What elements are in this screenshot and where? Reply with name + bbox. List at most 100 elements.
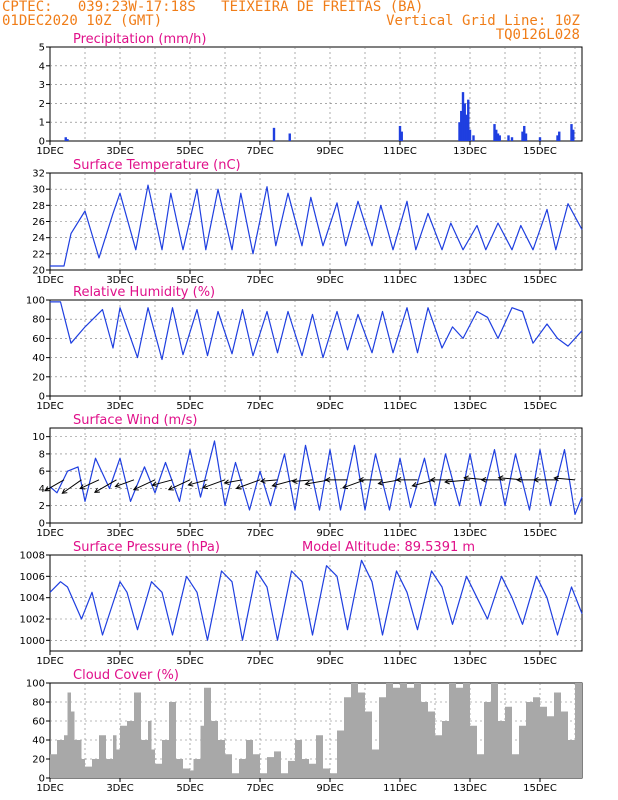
cloud-cover-bar [309, 763, 316, 778]
y-tick-label: 40 [32, 736, 45, 747]
precip-bar [510, 137, 514, 141]
x-tick-label: 11DEC [383, 656, 417, 667]
precip-bar [468, 129, 472, 141]
cloud-cover-bar [498, 721, 505, 778]
wind-vector-arrow [272, 479, 296, 487]
precip-bar [495, 129, 498, 141]
wind-vector-arrowhead [516, 476, 522, 483]
cloud-cover-bar [64, 735, 68, 778]
precip-bar [507, 135, 510, 141]
cloud-cover-bar [330, 773, 337, 778]
wind-series-line [49, 440, 583, 515]
y-tick-label: 0 [39, 137, 45, 148]
wind-vector-arrow [94, 479, 117, 493]
y-tick-label: 1 [39, 118, 45, 129]
wind-vector-arrow [378, 479, 401, 485]
cloud-cover-bar [449, 683, 456, 778]
cloud-cover-bar [526, 702, 533, 778]
cloud-cover-bar [120, 725, 127, 778]
precipitation-panel: 0 1 2 3 4 5 1DEC 3DEC 5DEC 7DEC 9DEC 11DEC 13DEC 15DE… [36, 32, 583, 157]
x-tick-label: 15DEC [523, 275, 557, 286]
precip-bar [398, 125, 402, 141]
y-tick-label: 3 [39, 80, 45, 91]
cloud-cover-bar [246, 740, 253, 778]
wind-vector-arrowhead [271, 482, 278, 488]
x-tick-label: 1DEC [36, 656, 63, 667]
cloud-cover-bar [92, 759, 99, 778]
cloud-cover-bar [442, 721, 449, 778]
precip-bar [272, 127, 276, 141]
wind-vector-arrowhead [553, 475, 560, 482]
x-tick-label: 13DEC [453, 275, 487, 286]
precip-bar [66, 139, 69, 141]
cloud-cover-bar [151, 749, 155, 778]
plot-frame [49, 427, 583, 524]
wind-vector-arrowhead [377, 480, 384, 486]
wind-vector-arrowhead [291, 478, 298, 485]
x-tick-label: 3DEC [106, 146, 133, 157]
cloud-cover-bar [260, 773, 267, 778]
wind-vector-arrow [260, 479, 278, 482]
cloud-cover-bar [106, 759, 113, 778]
pres-series-line [49, 559, 583, 641]
cloud-cover-bar [81, 759, 85, 778]
cloud-cover-bar [141, 740, 148, 778]
cloud-cover-bar [253, 754, 260, 778]
x-tick-label: 5DEC [176, 528, 203, 539]
cloud-cover-bar [67, 692, 71, 778]
y-tick-label: 26 [32, 217, 45, 228]
wind-vector-arrow [445, 479, 471, 483]
wind-vector-arrow [62, 479, 82, 494]
y-tick-label: 1000 [20, 636, 45, 647]
x-tick-label: 13DEC [453, 146, 487, 157]
x-tick-label: 5DEC [176, 656, 203, 667]
pres-title: Surface Pressure (hPa) [73, 540, 220, 555]
y-tick-label: 6 [39, 467, 45, 478]
wind-vector-arrow [115, 479, 135, 488]
y-tick-label: 20 [32, 755, 45, 766]
wind-vector-arrow [79, 479, 100, 490]
cloud-cover-bar [85, 766, 92, 778]
temperature-panel: 20 22 24 26 28 30 32 1DEC 3DEC 5DEC 7DEC 9DEC 11DEC 1… [32, 158, 583, 286]
precip-bar [64, 137, 67, 141]
precip-bar [572, 129, 575, 141]
cloud-cover-bar [428, 711, 435, 778]
y-tick-label: 20 [32, 372, 45, 383]
y-tick-label: 80 [32, 315, 45, 326]
precip-bar [461, 92, 465, 141]
precip-bar [460, 110, 463, 141]
x-tick-label: 3DEC [106, 401, 133, 412]
precip-bar [521, 131, 524, 141]
x-tick-label: 15DEC [523, 783, 557, 794]
wind-vector-arrowhead [93, 487, 100, 493]
x-tick-label: 13DEC [453, 401, 487, 412]
run-date-label: 01DEC2020 10Z (GMT) [2, 13, 163, 29]
wind-vector-arrow [224, 479, 243, 484]
precip-bar [463, 103, 466, 141]
wind-vector-arrowhead [187, 481, 194, 487]
x-tick-label: 7DEC [246, 146, 273, 157]
plot-frame [49, 46, 583, 142]
cloud-cover-bar [193, 759, 201, 778]
y-tick-label: 10 [32, 432, 45, 443]
cloud-cover-bar [74, 740, 82, 778]
y-tick-label: 1004 [20, 593, 45, 604]
x-tick-label: 3DEC [106, 275, 133, 286]
x-tick-label: 1DEC [36, 275, 63, 286]
cloud-cover-bar [50, 754, 57, 778]
station-header: CPTEC: 039:23W-17:18S TEIXEIRA DE FREITA… [2, 0, 424, 15]
wind-vector-arrow [554, 477, 576, 481]
cloud-cover-bar [200, 725, 204, 778]
x-tick-label: 5DEC [176, 401, 203, 412]
y-tick-label: 24 [32, 233, 45, 244]
cloud-cover-bar [386, 683, 393, 778]
cloud-cover-bar [435, 735, 442, 778]
cloud-cover-panel: 0 20 40 60 80 100 1DEC 3DEC 5DEC 7DEC 9DEC 11DEC 13D… [26, 668, 583, 794]
x-tick-label: 9DEC [316, 146, 343, 157]
x-tick-label: 1DEC [36, 401, 63, 412]
y-tick-label: 0 [39, 392, 45, 403]
y-tick-label: 1006 [20, 572, 45, 583]
wind-vector-arrow [168, 479, 191, 491]
wind-vector-arrowhead [235, 484, 242, 490]
